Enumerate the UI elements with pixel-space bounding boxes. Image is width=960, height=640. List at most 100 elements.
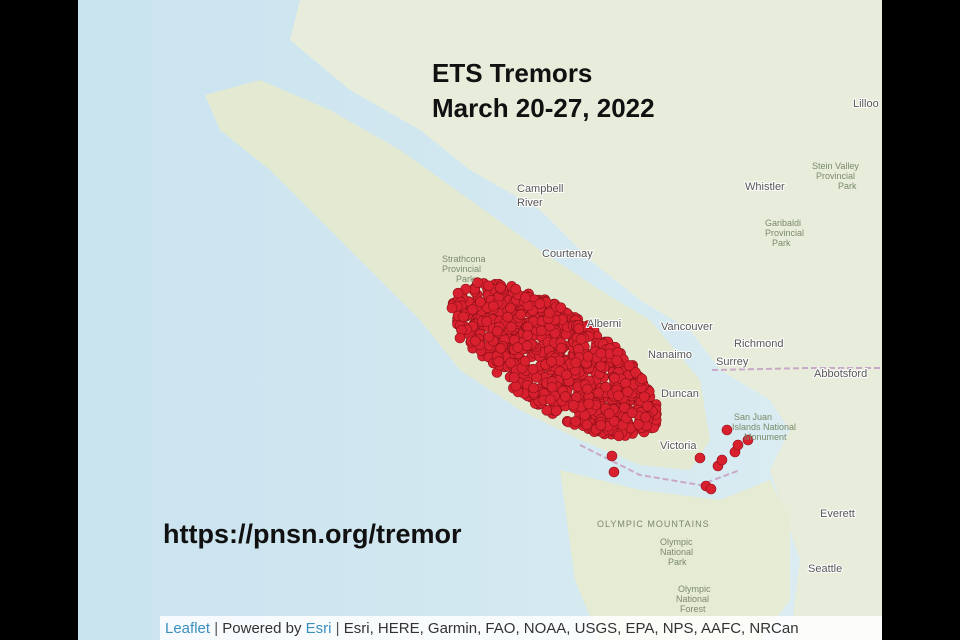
tremor-dot [512, 342, 524, 353]
tremor-dot [555, 342, 567, 354]
park-label: San Juan Islands National Monument [732, 412, 796, 442]
tremor-dot [640, 411, 651, 423]
tremor-dot [505, 357, 516, 369]
tremor-dot [492, 325, 503, 337]
tremor-dot [581, 419, 593, 431]
tremor-dot [716, 454, 728, 466]
tremor-dot [546, 356, 557, 367]
label-line: Provincial [816, 171, 855, 181]
tremor-dot [633, 419, 644, 430]
link[interactable]: Esri [306, 620, 332, 637]
tremor-dot [551, 405, 562, 417]
tremor-dot [608, 415, 620, 427]
place-label: Seattle [808, 563, 842, 575]
place-label: Campbell River [517, 183, 563, 209]
border [711, 367, 882, 371]
place-label: Whistler [745, 181, 785, 193]
border [579, 444, 741, 487]
tremor-dot [472, 277, 483, 288]
olympic-peninsula [560, 470, 790, 640]
tremor-dot [446, 302, 458, 314]
park-label: Garibaldi Provincial Park [765, 218, 804, 248]
tremor-dot [506, 321, 517, 333]
label-line: Monument [744, 432, 787, 442]
place-label: Surrey [716, 356, 749, 368]
tremor-dot [483, 280, 494, 292]
tremor-dot [454, 332, 466, 344]
place-label: Duncan [661, 388, 699, 400]
tremor-dot [619, 402, 630, 413]
tremor-dot [705, 483, 717, 495]
tremor-dot [495, 282, 506, 293]
place-label: Vancouver [661, 321, 713, 333]
label-line: Park [456, 274, 475, 284]
tremor-dot [694, 452, 706, 464]
tremor-dot [559, 391, 571, 402]
tremor-dot [600, 381, 612, 393]
place-label: Richmond [734, 338, 784, 350]
park-label: Olympic National Park [660, 537, 693, 567]
text: Esri, HERE, Garmin, FAO, NOAA, USGS, EPA… [344, 620, 799, 637]
tremor-dot [623, 360, 635, 371]
label-line: Park [838, 181, 857, 191]
tremor-layer [446, 277, 754, 495]
tremor-dot [483, 331, 495, 343]
place-label: Alberni [587, 318, 621, 330]
tremor-dot [474, 296, 486, 308]
label-line: San Juan [734, 412, 772, 422]
tremor-dot [630, 367, 641, 378]
tremor-dot [528, 382, 539, 394]
tremor-dot [555, 302, 567, 313]
tremor-dot [595, 420, 607, 431]
place-label: Nanaimo [648, 349, 692, 361]
tremor-dot [546, 381, 558, 393]
park-label: Strathcona Provincial Park [442, 254, 486, 284]
tremor-dot [595, 347, 607, 359]
label-line: River [517, 197, 543, 209]
tremor-dot [568, 399, 579, 411]
label-line: Provincial [765, 228, 804, 238]
link[interactable]: Leaflet [165, 620, 211, 637]
label-line: Park [772, 238, 791, 248]
range-label: OLYMPIC MOUNTAINS [597, 519, 710, 529]
tremor-dot [573, 323, 585, 334]
tremor-dot [495, 343, 506, 354]
park-label: Olympic National Forest [676, 584, 711, 614]
tremor-dot [609, 372, 620, 384]
park-label: Stein Valley Provincial Park [812, 161, 859, 191]
tremor-dot [613, 430, 625, 442]
tremor-dot [541, 405, 553, 416]
tremor-dot [520, 292, 531, 303]
label-line: Strathcona [442, 254, 486, 264]
label-line: Garibaldi [765, 218, 801, 228]
label-line: National [660, 547, 693, 557]
tremor-dot [515, 309, 527, 320]
label-line: Provincial [442, 264, 481, 274]
tremor-dot [527, 363, 539, 375]
label-line: Olympic [678, 584, 711, 594]
tremor-dot [613, 390, 624, 401]
tremor-dot [488, 300, 499, 312]
tremor-dot [458, 311, 469, 323]
label-line: National [676, 594, 709, 604]
place-label: Everett [820, 508, 855, 520]
tremor-dot [608, 466, 620, 478]
tremor-dot [535, 325, 547, 337]
tremor-dot [742, 434, 754, 446]
url: https://pnsn.org/tremor [163, 519, 462, 549]
title: March 20-27, 2022 [432, 93, 655, 123]
label-line: Park [668, 557, 687, 567]
tremor-dot [519, 355, 531, 367]
tremor-dot [470, 335, 481, 347]
tremor-dot [622, 386, 633, 398]
tremor-dot [522, 330, 533, 341]
attribution: Leaflet | Powered by Esri | Esri, HERE, … [165, 620, 799, 637]
label-line: Campbell [517, 183, 563, 195]
tremor-dot [570, 416, 581, 427]
tremor-dot [642, 400, 653, 412]
place-labels: Campbell River Courtenay Strathcona Provin… [442, 97, 880, 614]
tremor-dot [639, 391, 650, 403]
tremor-dot [544, 307, 555, 319]
tremor-dot [626, 407, 638, 419]
title: ETS Tremors [432, 58, 592, 88]
